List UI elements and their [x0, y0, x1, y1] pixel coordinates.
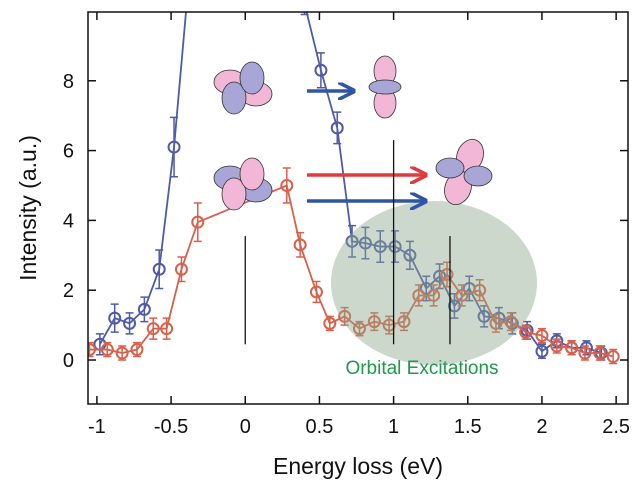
data-point — [100, 343, 114, 357]
data-point — [388, 240, 402, 254]
error-bar — [465, 275, 474, 302]
data-point — [373, 240, 387, 254]
data-point — [403, 248, 417, 262]
x-tick-label: -1 — [88, 416, 106, 438]
data-point — [440, 267, 454, 281]
y-tick-label: 4 — [63, 210, 74, 232]
error-bar — [457, 284, 466, 307]
error-bar — [177, 256, 186, 283]
highlight-region — [331, 201, 537, 365]
data-point — [473, 283, 487, 297]
error-bar — [296, 231, 305, 258]
x-tick-label: 1.5 — [454, 416, 482, 438]
x-tick-label: 2 — [536, 416, 547, 438]
data-point — [338, 309, 352, 323]
error-bar — [414, 284, 423, 307]
data-point — [115, 346, 129, 360]
error-bar — [162, 317, 171, 340]
data-point — [293, 238, 307, 252]
data-point — [535, 329, 549, 343]
data-point — [330, 121, 344, 135]
data-point — [130, 343, 144, 357]
error-bar — [429, 284, 438, 307]
data-point — [578, 346, 592, 360]
plot-area — [88, 0, 620, 365]
data-point — [489, 316, 503, 330]
annotation: Orbital Excitations — [345, 358, 498, 379]
x-tick-label: 0 — [240, 416, 251, 438]
data-point — [606, 350, 620, 364]
error-bar — [282, 167, 291, 204]
x-tick-label: -0.5 — [154, 416, 188, 438]
data-point — [152, 262, 166, 276]
error-bar — [316, 52, 325, 89]
data-point — [419, 281, 433, 295]
series-line — [99, 12, 602, 354]
data-point — [535, 344, 549, 358]
data-point — [88, 343, 96, 357]
data-point — [550, 339, 564, 353]
data-point — [519, 325, 533, 339]
error-bar — [376, 230, 385, 264]
error-bar — [95, 333, 104, 356]
data-point — [299, 0, 310, 9]
error-bar — [312, 280, 321, 304]
data-point — [382, 318, 396, 332]
error-bar — [300, 12, 309, 16]
error-bar — [391, 230, 400, 264]
error-bar — [110, 303, 119, 333]
data-point — [137, 302, 151, 316]
error-bar — [125, 312, 134, 335]
data-point — [314, 63, 328, 77]
data-point — [593, 346, 607, 360]
orbital-icons — [213, 55, 493, 211]
data-point — [505, 316, 519, 330]
data-point — [477, 309, 491, 323]
error-bar — [435, 263, 444, 290]
data-point — [167, 140, 181, 154]
data-point — [565, 341, 579, 355]
data-point — [427, 288, 441, 302]
x-tick-label: 2.5 — [602, 416, 630, 438]
error-bar — [140, 296, 149, 323]
y-tick-label: 2 — [63, 280, 74, 302]
data-point — [397, 315, 411, 329]
data-point — [352, 322, 366, 336]
data-point — [367, 315, 381, 329]
y-tick-label: 6 — [63, 141, 74, 163]
data-point — [174, 262, 188, 276]
x-axis-label: Energy loss (eV) — [273, 453, 443, 479]
y-tick-label: 8 — [63, 71, 74, 93]
error-bar — [422, 275, 431, 302]
data-point — [280, 178, 294, 192]
data-point — [309, 285, 323, 299]
data-point — [504, 315, 518, 329]
x-tick-label: 1 — [388, 416, 399, 438]
error-bar — [348, 224, 357, 258]
error-bar — [155, 249, 164, 290]
data-point — [323, 316, 337, 330]
error-bar — [193, 202, 202, 243]
error-bar — [475, 278, 484, 302]
data-point — [108, 311, 122, 325]
plot-frame — [87, 11, 629, 405]
y-tick-label: 0 — [63, 350, 74, 372]
data-point — [412, 288, 426, 302]
error-bar — [405, 240, 414, 271]
data-point — [123, 316, 137, 330]
data-point — [358, 236, 372, 250]
y-axis-label: Intensity (a.u.) — [15, 135, 41, 281]
error-bar — [149, 317, 158, 340]
data-point — [345, 234, 359, 248]
data-point — [146, 322, 160, 336]
data-point — [455, 288, 469, 302]
error-bar — [361, 226, 370, 260]
error-bar — [333, 111, 342, 145]
x-tick-label: 0.5 — [306, 416, 334, 438]
error-bar — [170, 116, 179, 178]
data-point — [191, 215, 205, 229]
data-point — [160, 322, 174, 336]
